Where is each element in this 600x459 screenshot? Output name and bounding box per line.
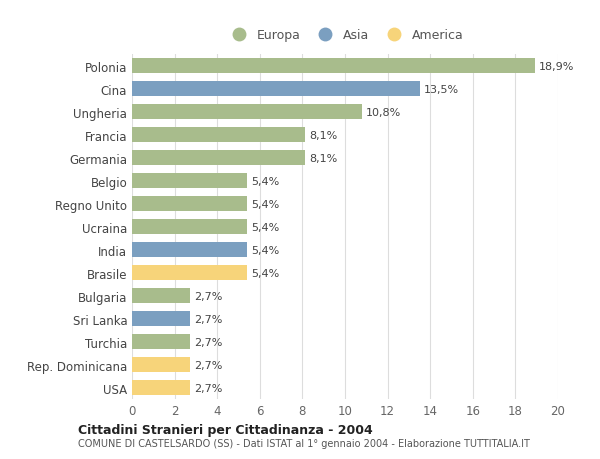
Text: 2,7%: 2,7% bbox=[194, 291, 222, 301]
Text: Cittadini Stranieri per Cittadinanza - 2004: Cittadini Stranieri per Cittadinanza - 2… bbox=[78, 423, 373, 436]
Text: 8,1%: 8,1% bbox=[309, 130, 337, 140]
Text: COMUNE DI CASTELSARDO (SS) - Dati ISTAT al 1° gennaio 2004 - Elaborazione TUTTIT: COMUNE DI CASTELSARDO (SS) - Dati ISTAT … bbox=[78, 438, 530, 448]
Text: 2,7%: 2,7% bbox=[194, 383, 222, 393]
Text: 13,5%: 13,5% bbox=[424, 84, 459, 95]
Bar bbox=[132, 289, 190, 303]
Bar bbox=[132, 335, 190, 349]
Bar bbox=[132, 243, 247, 257]
Bar bbox=[132, 174, 247, 189]
Bar bbox=[132, 220, 247, 235]
Text: 10,8%: 10,8% bbox=[366, 107, 401, 118]
Text: 5,4%: 5,4% bbox=[251, 199, 280, 209]
Text: 2,7%: 2,7% bbox=[194, 337, 222, 347]
Legend: Europa, Asia, America: Europa, Asia, America bbox=[224, 27, 466, 45]
Bar bbox=[132, 381, 190, 395]
Text: 18,9%: 18,9% bbox=[539, 62, 574, 72]
Bar bbox=[132, 128, 305, 143]
Text: 5,4%: 5,4% bbox=[251, 268, 280, 278]
Bar bbox=[132, 312, 190, 326]
Bar bbox=[132, 266, 247, 280]
Bar bbox=[132, 82, 419, 97]
Bar bbox=[132, 59, 535, 74]
Bar bbox=[132, 197, 247, 212]
Bar bbox=[132, 358, 190, 372]
Text: 8,1%: 8,1% bbox=[309, 153, 337, 163]
Text: 5,4%: 5,4% bbox=[251, 245, 280, 255]
Bar bbox=[132, 151, 305, 166]
Text: 5,4%: 5,4% bbox=[251, 222, 280, 232]
Bar bbox=[132, 105, 362, 120]
Text: 2,7%: 2,7% bbox=[194, 314, 222, 324]
Text: 5,4%: 5,4% bbox=[251, 176, 280, 186]
Text: 2,7%: 2,7% bbox=[194, 360, 222, 370]
